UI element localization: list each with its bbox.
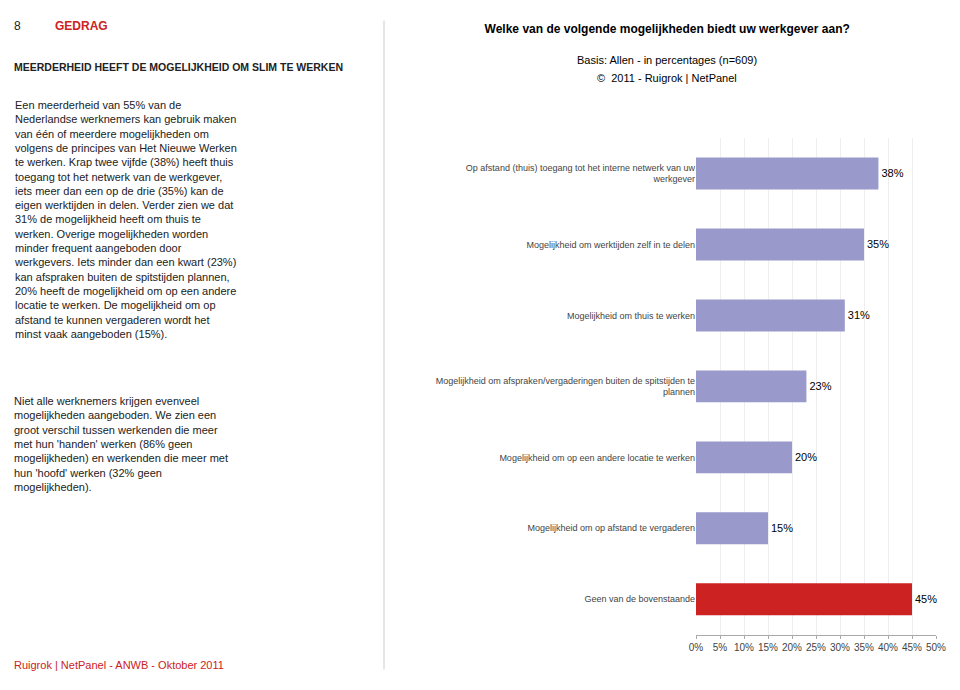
svg-text:15%: 15% (758, 642, 778, 653)
svg-text:10%: 10% (734, 642, 754, 653)
svg-text:15%: 15% (771, 522, 793, 534)
svg-text:20%: 20% (795, 451, 817, 463)
svg-text:45%: 45% (902, 642, 922, 653)
svg-text:23%: 23% (809, 380, 831, 392)
svg-text:Mogelijkheid om werktijden zel: Mogelijkheid om werktijden zelf in te de… (526, 240, 695, 250)
svg-text:25%: 25% (806, 642, 826, 653)
svg-text:30%: 30% (830, 642, 850, 653)
svg-text:31%: 31% (848, 309, 870, 321)
svg-text:© 2011 - Ruigrok | NetPanel: © 2011 - Ruigrok | NetPanel (597, 72, 737, 84)
svg-text:Geen van de bovenstaande: Geen van de bovenstaande (584, 594, 695, 604)
svg-text:38%: 38% (881, 167, 903, 179)
svg-text:5%: 5% (713, 642, 728, 653)
svg-text:Mogelijkheid om op afstand te: Mogelijkheid om op afstand te vergaderen (527, 523, 695, 533)
svg-text:50%: 50% (926, 642, 946, 653)
svg-text:Mogelijkheid om op een andere: Mogelijkheid om op een andere locatie te… (499, 453, 695, 463)
svg-text:Op afstand (thuis) toegang tot: Op afstand (thuis) toegang tot het inter… (466, 163, 696, 185)
svg-text:GEDRAG: GEDRAG (55, 19, 108, 33)
svg-text:Ruigrok | NetPanel - ANWB - Ok: Ruigrok | NetPanel - ANWB - Oktober 2011 (14, 659, 224, 671)
svg-text:35%: 35% (854, 642, 874, 653)
svg-text:45%: 45% (915, 593, 937, 605)
svg-text:35%: 35% (867, 238, 889, 250)
svg-text:0%: 0% (689, 642, 704, 653)
svg-text:Niet alle werknemers krijgen e: Niet alle werknemers krijgen evenveelmog… (14, 395, 228, 493)
svg-text:Welke van de volgende mogelijk: Welke van de volgende mogelijkheden bied… (485, 22, 850, 36)
svg-text:Mogelijkheid om thuis te werke: Mogelijkheid om thuis te werken (567, 311, 695, 321)
svg-text:MEERDERHEID HEEFT DE MOGELIJKH: MEERDERHEID HEEFT DE MOGELIJKHEID OM SLI… (14, 61, 343, 73)
svg-text:Mogelijkheid om afspraken/verg: Mogelijkheid om afspraken/vergaderingen … (436, 376, 695, 398)
svg-text:40%: 40% (878, 642, 898, 653)
svg-text:20%: 20% (782, 642, 802, 653)
svg-text:8: 8 (14, 19, 21, 33)
svg-text:Basis: Allen - in percentages: Basis: Allen - in percentages (n=609) (577, 54, 757, 66)
svg-text:Een meerderheid van 55% van de: Een meerderheid van 55% van deNederlands… (14, 99, 237, 340)
